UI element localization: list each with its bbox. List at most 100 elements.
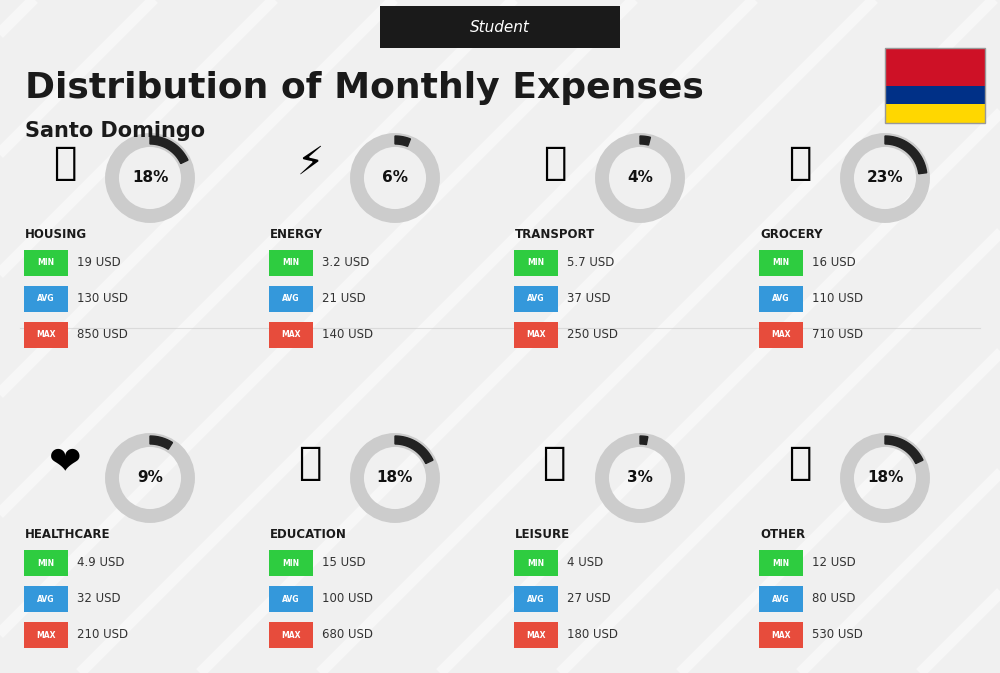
Text: EDUCATION: EDUCATION	[270, 528, 347, 541]
Polygon shape	[395, 136, 410, 147]
Text: 4%: 4%	[627, 170, 653, 186]
Polygon shape	[395, 436, 433, 464]
FancyBboxPatch shape	[514, 622, 558, 648]
Text: AVG: AVG	[772, 295, 790, 304]
FancyBboxPatch shape	[269, 322, 313, 348]
Text: 32 USD: 32 USD	[77, 592, 121, 606]
Text: MAX: MAX	[36, 330, 56, 339]
FancyBboxPatch shape	[885, 48, 985, 85]
Text: MAX: MAX	[771, 330, 791, 339]
Text: OTHER: OTHER	[760, 528, 805, 541]
Text: 18%: 18%	[867, 470, 903, 485]
Text: MIN: MIN	[282, 559, 300, 567]
Text: 110 USD: 110 USD	[812, 293, 863, 306]
Text: 19 USD: 19 USD	[77, 256, 121, 269]
Polygon shape	[640, 136, 650, 145]
Text: MIN: MIN	[772, 258, 790, 267]
Text: ENERGY: ENERGY	[270, 228, 323, 241]
Text: 👛: 👛	[788, 444, 812, 482]
Text: AVG: AVG	[37, 594, 55, 604]
Text: 15 USD: 15 USD	[322, 557, 366, 569]
Text: MAX: MAX	[526, 631, 546, 639]
FancyBboxPatch shape	[885, 85, 985, 104]
FancyBboxPatch shape	[885, 85, 985, 123]
FancyBboxPatch shape	[269, 250, 313, 276]
Polygon shape	[640, 436, 648, 445]
Text: 🏢: 🏢	[53, 144, 77, 182]
FancyBboxPatch shape	[269, 586, 313, 612]
Text: AVG: AVG	[527, 295, 545, 304]
FancyBboxPatch shape	[514, 322, 558, 348]
Polygon shape	[885, 136, 927, 174]
FancyBboxPatch shape	[759, 622, 803, 648]
Text: 16 USD: 16 USD	[812, 256, 856, 269]
FancyBboxPatch shape	[24, 250, 68, 276]
Text: 18%: 18%	[132, 170, 168, 186]
Text: AVG: AVG	[772, 594, 790, 604]
Text: 80 USD: 80 USD	[812, 592, 856, 606]
Text: 18%: 18%	[377, 470, 413, 485]
Text: 🎓: 🎓	[298, 444, 322, 482]
FancyBboxPatch shape	[269, 286, 313, 312]
Text: 21 USD: 21 USD	[322, 293, 366, 306]
FancyBboxPatch shape	[514, 250, 558, 276]
Text: 140 USD: 140 USD	[322, 328, 373, 341]
Text: 250 USD: 250 USD	[567, 328, 618, 341]
Polygon shape	[150, 136, 188, 164]
Text: MAX: MAX	[281, 631, 301, 639]
Polygon shape	[885, 436, 923, 464]
Text: GROCERY: GROCERY	[760, 228, 822, 241]
Text: 23%: 23%	[867, 170, 903, 186]
Text: 6%: 6%	[382, 170, 408, 186]
FancyBboxPatch shape	[514, 286, 558, 312]
FancyBboxPatch shape	[380, 6, 620, 48]
FancyBboxPatch shape	[24, 286, 68, 312]
FancyBboxPatch shape	[759, 322, 803, 348]
Text: 130 USD: 130 USD	[77, 293, 128, 306]
Text: AVG: AVG	[37, 295, 55, 304]
FancyBboxPatch shape	[24, 586, 68, 612]
Text: 100 USD: 100 USD	[322, 592, 373, 606]
Text: 🛒: 🛒	[788, 144, 812, 182]
Text: Student: Student	[470, 20, 530, 34]
Text: 🛍️: 🛍️	[543, 444, 567, 482]
Text: MAX: MAX	[526, 330, 546, 339]
FancyBboxPatch shape	[514, 550, 558, 576]
Text: 37 USD: 37 USD	[567, 293, 611, 306]
Text: 🚌: 🚌	[543, 144, 567, 182]
Text: LEISURE: LEISURE	[515, 528, 570, 541]
FancyBboxPatch shape	[759, 550, 803, 576]
Text: MIN: MIN	[282, 258, 300, 267]
Text: MIN: MIN	[37, 559, 55, 567]
FancyBboxPatch shape	[24, 550, 68, 576]
Text: MIN: MIN	[37, 258, 55, 267]
Text: 3%: 3%	[627, 470, 653, 485]
FancyBboxPatch shape	[759, 250, 803, 276]
FancyBboxPatch shape	[24, 622, 68, 648]
Text: 9%: 9%	[137, 470, 163, 485]
Text: ⚡: ⚡	[296, 144, 324, 182]
FancyBboxPatch shape	[269, 622, 313, 648]
Text: MAX: MAX	[36, 631, 56, 639]
Text: MIN: MIN	[527, 559, 545, 567]
Text: 850 USD: 850 USD	[77, 328, 128, 341]
Text: AVG: AVG	[282, 594, 300, 604]
Text: AVG: AVG	[282, 295, 300, 304]
FancyBboxPatch shape	[24, 322, 68, 348]
Text: 4.9 USD: 4.9 USD	[77, 557, 124, 569]
Text: 710 USD: 710 USD	[812, 328, 863, 341]
Text: 210 USD: 210 USD	[77, 629, 128, 641]
Text: Distribution of Monthly Expenses: Distribution of Monthly Expenses	[25, 71, 704, 105]
FancyBboxPatch shape	[269, 550, 313, 576]
Text: MAX: MAX	[281, 330, 301, 339]
Text: HEALTHCARE: HEALTHCARE	[25, 528, 110, 541]
Text: 680 USD: 680 USD	[322, 629, 373, 641]
FancyBboxPatch shape	[759, 286, 803, 312]
FancyBboxPatch shape	[759, 586, 803, 612]
FancyBboxPatch shape	[514, 586, 558, 612]
Text: 27 USD: 27 USD	[567, 592, 611, 606]
Text: Santo Domingo: Santo Domingo	[25, 121, 205, 141]
Text: 3.2 USD: 3.2 USD	[322, 256, 369, 269]
Text: AVG: AVG	[527, 594, 545, 604]
Text: 530 USD: 530 USD	[812, 629, 863, 641]
